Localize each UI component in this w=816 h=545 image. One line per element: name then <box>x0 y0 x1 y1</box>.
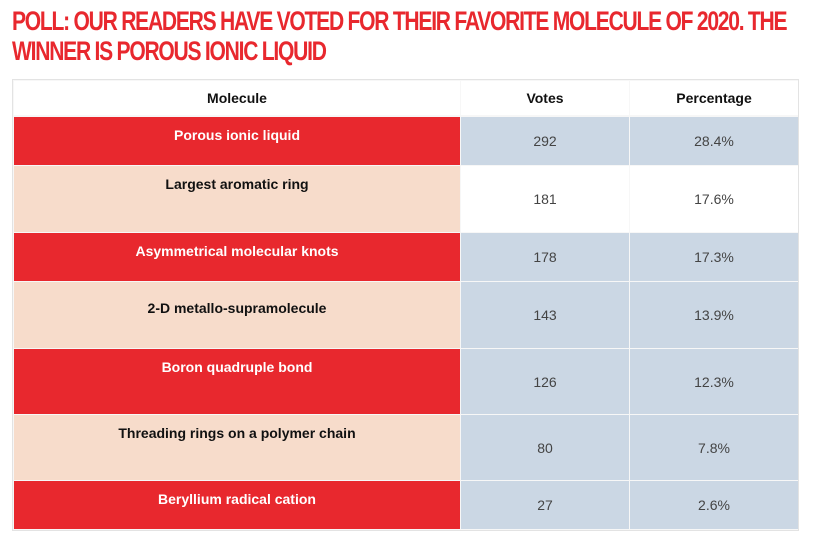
molecule-cell: Largest aromatic ring <box>14 166 460 232</box>
molecule-cell: Porous ionic liquid <box>14 117 460 165</box>
percentage-cell: 7.8% <box>630 415 798 480</box>
votes-cell: 292 <box>461 117 629 165</box>
percentage-cell: 17.3% <box>630 233 798 281</box>
votes-cell: 178 <box>461 233 629 281</box>
votes-cell: 80 <box>461 415 629 480</box>
votes-cell: 181 <box>461 166 629 232</box>
column-header-votes: Votes <box>461 81 629 115</box>
percentage-cell: 28.4% <box>630 117 798 165</box>
percentage-cell: 2.6% <box>630 481 798 529</box>
headline: POLL: OUR READERS HAVE VOTED FOR THEIR F… <box>12 6 788 66</box>
percentage-cell: 13.9% <box>630 282 798 348</box>
molecule-cell: Asymmetrical molecular knots <box>14 233 460 281</box>
votes-cell: 143 <box>461 282 629 348</box>
molecule-cell: 2-D metallo-supramolecule <box>14 282 460 348</box>
votes-cell: 27 <box>461 481 629 529</box>
percentage-cell: 17.6% <box>630 166 798 232</box>
poll-results-table: Molecule Votes Percentage Porous ionic l… <box>12 79 799 531</box>
column-header-percentage: Percentage <box>630 81 798 115</box>
column-header-molecule: Molecule <box>14 81 460 115</box>
molecule-cell: Beryllium radical cation <box>14 481 460 529</box>
molecule-cell: Threading rings on a polymer chain <box>14 415 460 480</box>
percentage-cell: 12.3% <box>630 349 798 414</box>
votes-cell: 126 <box>461 349 629 414</box>
molecule-cell: Boron quadruple bond <box>14 349 460 414</box>
